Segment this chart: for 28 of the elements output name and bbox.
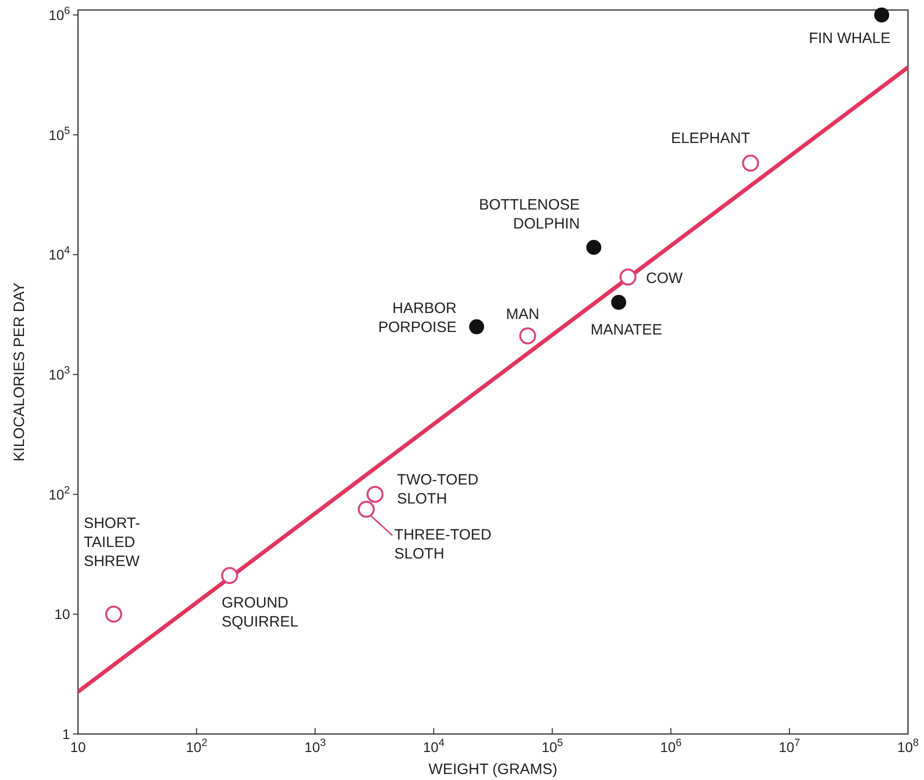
y-axis-title: KILOCALORIES PER DAY (11, 282, 28, 462)
annotation: GROUND SQUIRREL (222, 594, 298, 631)
x-tick-label: 10$^{4}$ (423, 737, 445, 755)
x-tick-label: 10 (70, 739, 86, 755)
y-tick-label: 10$^{4}$ (48, 244, 70, 263)
annotation: TWO-TOED SLOTH (397, 471, 479, 508)
y-tick-label: 1 (62, 726, 70, 742)
x-axis-title: WEIGHT (GRAMS) (428, 761, 558, 778)
x-tick-label: 10$^{8}$ (897, 737, 919, 755)
annotation: HARBOR PORPOISE (378, 300, 457, 336)
y-tick-label: 10$^{6}$ (48, 4, 70, 23)
annotation: SHORT- TAILED SHREW (84, 515, 140, 570)
x-tick-label: 10$^{7}$ (778, 737, 800, 755)
x-tick-label: 10$^{3}$ (304, 737, 326, 755)
annotation: ELEPHANT (670, 130, 750, 148)
y-tick-label: 10 (54, 606, 70, 622)
annotation: FIN WHALE (808, 30, 891, 47)
y-tick-label: 10$^{3}$ (48, 364, 70, 382)
y-tick-label: 10$^{2}$ (48, 484, 70, 502)
annotation: COW (646, 270, 684, 288)
x-tick-label: 10$^{5}$ (542, 737, 564, 755)
x-tick-label: 10$^{2}$ (186, 737, 208, 755)
x-tick-label: 10$^{6}$ (660, 737, 682, 755)
annotation: BOTTLENOSE DOLPHIN (478, 196, 580, 232)
annotation: THREE-TOED SLOTH (394, 526, 492, 562)
annotation: MANATEE (590, 321, 662, 338)
y-tick-label: 10$^{5}$ (48, 124, 70, 143)
annotation: MAN (506, 306, 540, 323)
